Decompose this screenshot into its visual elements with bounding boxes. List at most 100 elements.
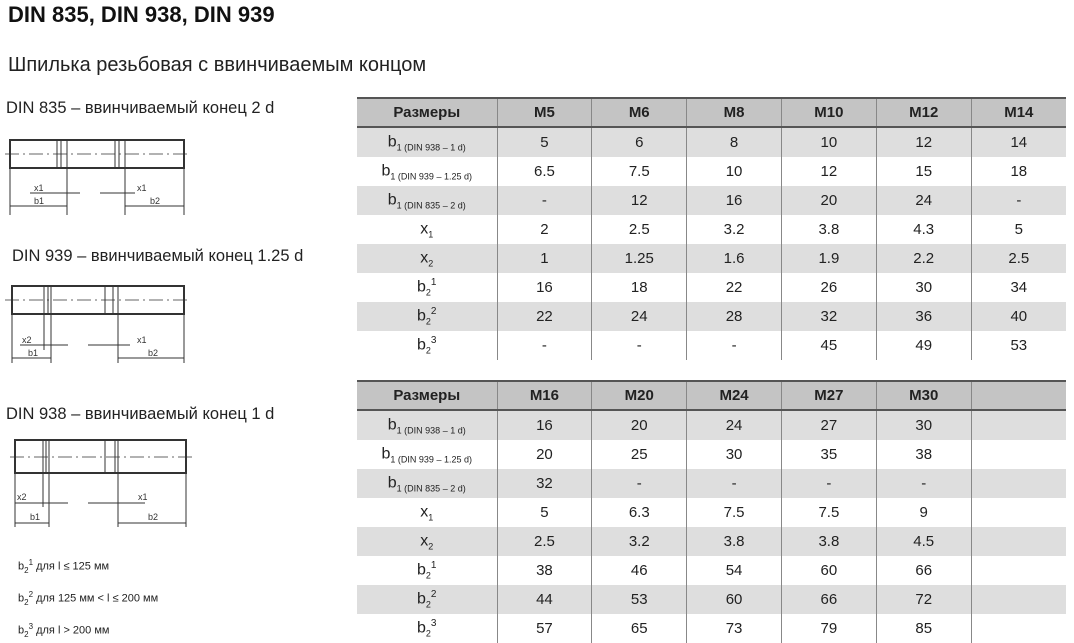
column-header: Размеры: [357, 97, 497, 128]
table-cell: 4.3: [875, 215, 972, 244]
table-cell: [970, 585, 1066, 614]
table-cell: 1.6: [686, 244, 782, 273]
din835-drawing: x1 x1 b1 b2: [5, 139, 190, 215]
table-cell: -: [686, 331, 782, 360]
table-cell: 3.8: [780, 215, 877, 244]
table-cell: 53: [970, 331, 1066, 360]
page-title: DIN 835, DIN 938, DIN 939: [8, 2, 275, 27]
table-cell: 18: [591, 273, 687, 302]
table-cell: 44: [496, 585, 592, 614]
table-cell: 6: [591, 127, 687, 157]
dim-x1: x1: [138, 492, 148, 502]
footnote-3: b23 для l > 200 мм: [18, 622, 110, 639]
table-cell: 18: [970, 157, 1066, 186]
table-cell: 6.5: [496, 157, 592, 186]
table-cell: 32: [780, 302, 877, 331]
table-cell: -: [780, 469, 877, 498]
table-cell: 10: [686, 157, 782, 186]
table-row: b1 (DIN 835 – 2 d) -12 16 20 24-: [357, 186, 1066, 215]
dimensions-table-m5-m14: Размеры M5 M6 M8 M10 M12 M14 b1 (DIN 938 – 1 d)…: [357, 97, 1066, 360]
table-cell: 53: [591, 585, 687, 614]
table-cell: [970, 410, 1066, 440]
table-cell: 27: [780, 410, 877, 440]
din939-label: DIN 939 – ввинчиваемый конец 1.25 d: [12, 247, 304, 265]
table-cell: 46: [591, 556, 687, 585]
table-cell: 12: [875, 127, 972, 157]
table-cell: 54: [686, 556, 782, 585]
dim-b2: b2: [148, 512, 158, 522]
table-cell: 30: [875, 273, 972, 302]
table-cell: [970, 527, 1066, 556]
table-cell: 24: [875, 186, 972, 215]
table-cell: 1.25: [591, 244, 687, 273]
column-header: M24: [686, 380, 782, 411]
table-cell: 26: [780, 273, 877, 302]
page-subtitle: Шпилька резьбовая с ввинчиваемым концом: [8, 54, 427, 76]
table-cell: 6.3: [591, 498, 687, 527]
row-label: b23: [417, 618, 437, 639]
table-cell: 7.5: [686, 498, 782, 527]
table-cell: -: [591, 331, 687, 360]
table-cell: 15: [875, 157, 972, 186]
table-row: b21 16 18 22 26 30 34: [357, 273, 1066, 302]
table-cell: 49: [875, 331, 972, 360]
dim-b1: b1: [28, 348, 38, 358]
table-cell: 22: [686, 273, 782, 302]
table-cell: [970, 469, 1066, 498]
table-cell: 20: [591, 410, 687, 440]
row-label: b1 (DIN 938 – 1 d): [357, 410, 497, 440]
table-cell: 10: [780, 127, 877, 157]
din938-label: DIN 938 – ввинчиваемый конец 1 d: [6, 405, 275, 423]
table-cell: [970, 498, 1066, 527]
table-cell: 1.9: [780, 244, 877, 273]
table-cell: 60: [686, 585, 782, 614]
table-cell: 57: [496, 614, 592, 643]
table-cell: -: [970, 186, 1066, 215]
table-cell: 45: [780, 331, 877, 360]
dim-x1: x1: [34, 183, 44, 193]
column-header: M16: [496, 380, 592, 411]
table-cell: 60: [780, 556, 877, 585]
table-cell: 25: [591, 440, 687, 469]
table-cell: -: [496, 331, 592, 360]
table-row: b1 (DIN 835 – 2 d) 32- - - -: [357, 469, 1066, 498]
table-cell: 72: [875, 585, 972, 614]
table-cell: [970, 556, 1066, 585]
row-label: b21: [417, 277, 437, 298]
table-cell: 1: [496, 244, 592, 273]
row-label: x2: [357, 244, 497, 273]
row-label: b22: [357, 585, 497, 614]
column-header: M12: [875, 97, 972, 128]
table-row: x2 1 1.25 1.6 1.9 2.2 2.5: [357, 244, 1066, 273]
dim-b2: b2: [150, 196, 160, 206]
table-cell: 30: [875, 410, 972, 440]
table-cell: 66: [875, 556, 972, 585]
table-cell: 30: [686, 440, 782, 469]
table-cell: 36: [875, 302, 972, 331]
column-header: M5: [496, 97, 592, 128]
table-cell: 24: [591, 302, 687, 331]
footnote-2: b22 для 125 мм < l ≤ 200 мм: [18, 590, 159, 607]
column-header: Размеры: [357, 380, 497, 411]
table-cell: 5: [496, 127, 592, 157]
table-cell: 5: [970, 215, 1066, 244]
table-cell: 16: [496, 273, 592, 302]
column-header: M27: [780, 380, 877, 411]
table-cell: 7.5: [591, 157, 687, 186]
row-label: b22: [357, 302, 497, 331]
table-cell: [970, 440, 1066, 469]
table-cell: 2.5: [496, 527, 592, 556]
table-cell: -: [686, 469, 782, 498]
table-cell: -: [591, 469, 687, 498]
table-cell: 65: [591, 614, 687, 643]
dim-x2: x2: [22, 335, 32, 345]
column-header: M30: [875, 380, 972, 411]
table-row: b1 (DIN 939 – 1.25 d) 6.5 7.5 10 12 15 18: [357, 157, 1066, 186]
dim-b1: b1: [30, 512, 40, 522]
table-cell: 9: [875, 498, 972, 527]
table-cell: 38: [496, 556, 592, 585]
row-label: x1: [420, 503, 434, 523]
table-cell: 40: [970, 302, 1066, 331]
row-label: x1: [420, 220, 434, 240]
row-label: x2: [357, 527, 497, 556]
